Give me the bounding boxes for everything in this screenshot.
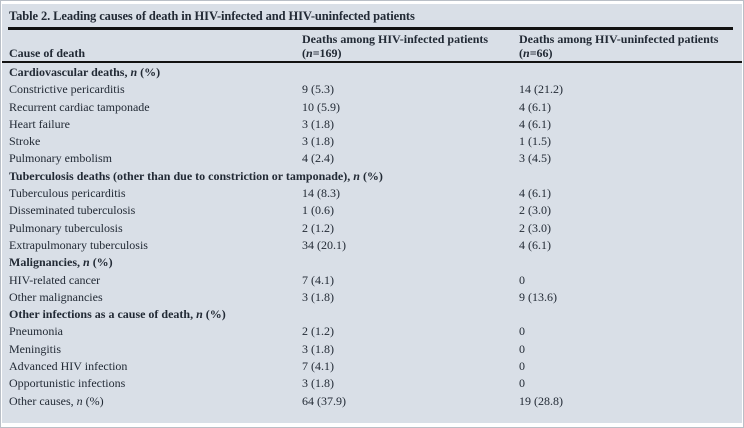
table-row: Other malignancies 3 (1.8) 9 (13.6) (2, 289, 742, 306)
value-hiv-infected: 7 (4.1) (302, 272, 334, 287)
value-hiv-infected: 34 (20.1) (302, 237, 346, 252)
table-title: Table 2. Leading causes of death in HIV-… (9, 9, 415, 23)
table-section-row: Tuberculosis deaths (other than due to c… (2, 168, 742, 185)
table-row: Heart failure 3 (1.8) 4 (6.1) (2, 116, 742, 133)
value-hiv-infected: 3 (1.8) (302, 116, 334, 131)
value-hiv-infected: 3 (1.8) (302, 289, 334, 304)
table-row: Advanced HIV infection 7 (4.1) 0 (2, 358, 742, 375)
row-label: Advanced HIV infection (9, 359, 128, 374)
row-label: Other infections as a cause of death, n … (9, 307, 226, 322)
table-row: Pulmonary tuberculosis 2 (1.2) 2 (3.0) (2, 220, 742, 237)
header-rule (2, 61, 742, 63)
row-label: Pneumonia (9, 324, 63, 339)
value-hiv-uninfected: 4 (6.1) (519, 186, 551, 201)
table-row: Pneumonia 2 (1.2) 0 (2, 323, 742, 340)
table-row: HIV-related cancer 7 (4.1) 0 (2, 272, 742, 289)
value-hiv-uninfected: 2 (3.0) (519, 220, 551, 235)
table-row: Tuberculous pericarditis 14 (8.3) 4 (6.1) (2, 185, 742, 202)
value-hiv-infected: 2 (1.2) (302, 324, 334, 339)
row-label: Extrapulmonary tuberculosis (9, 237, 148, 252)
column-header-cause-of-death: Cause of death (9, 46, 85, 60)
table-row: Pulmonary embolism 4 (2.4) 3 (4.5) (2, 150, 742, 167)
row-label: Other malignancies (9, 289, 103, 304)
value-hiv-uninfected: 14 (21.2) (519, 82, 563, 97)
table-row: Extrapulmonary tuberculosis 34 (20.1) 4 (6… (2, 237, 742, 254)
value-hiv-uninfected: 3 (4.5) (519, 151, 551, 166)
value-hiv-uninfected: 0 (519, 359, 525, 374)
value-hiv-infected: 1 (0.6) (302, 203, 334, 218)
row-label: Tuberculosis deaths (other than due to c… (9, 168, 383, 183)
row-label: Heart failure (9, 116, 70, 131)
row-label: Recurrent cardiac tamponade (9, 99, 150, 114)
value-hiv-uninfected: 0 (519, 324, 525, 339)
row-label: Pulmonary embolism (9, 151, 112, 166)
value-hiv-infected: 4 (2.4) (302, 151, 334, 166)
table-section-row: Cardiovascular deaths, n (%) (2, 64, 742, 81)
row-label: Tuberculous pericarditis (9, 186, 126, 201)
value-hiv-uninfected: 0 (519, 376, 525, 391)
column-header-n-count: (n=66) (519, 46, 553, 60)
row-label: Constrictive pericarditis (9, 82, 125, 97)
row-label: HIV-related cancer (9, 272, 101, 287)
value-hiv-infected: 3 (1.8) (302, 134, 334, 149)
value-hiv-infected: 14 (8.3) (302, 186, 340, 201)
value-hiv-uninfected: 4 (6.1) (519, 99, 551, 114)
value-hiv-infected: 64 (37.9) (302, 393, 346, 408)
row-label: Meningitis (9, 341, 62, 356)
value-hiv-infected: 2 (1.2) (302, 220, 334, 235)
value-hiv-uninfected: 19 (28.8) (519, 393, 563, 408)
value-hiv-uninfected: 4 (6.1) (519, 237, 551, 252)
value-hiv-infected: 10 (5.9) (302, 99, 340, 114)
table-row: Meningitis 3 (1.8) 0 (2, 341, 742, 358)
title-rule (8, 27, 733, 30)
row-label: Malignancies, n (%) (9, 255, 113, 270)
value-hiv-uninfected: 9 (13.6) (519, 289, 557, 304)
table-row: Recurrent cardiac tamponade 10 (5.9) 4 (6.… (2, 99, 742, 116)
column-header-line1: Deaths among HIV-infected patients (302, 32, 489, 46)
value-hiv-uninfected: 0 (519, 272, 525, 287)
value-hiv-uninfected: 1 (1.5) (519, 134, 551, 149)
row-label: Other causes, n (%) (9, 393, 104, 408)
value-hiv-infected: 3 (1.8) (302, 376, 334, 391)
column-header-hiv-uninfected: Deaths among HIV-uninfected patients (n=… (519, 32, 718, 60)
value-hiv-infected: 9 (5.3) (302, 82, 334, 97)
table-section-row: Malignancies, n (%) (2, 254, 742, 271)
table-panel: Table 2. Leading causes of death in HIV-… (2, 4, 742, 423)
value-hiv-uninfected: 0 (519, 341, 525, 356)
row-label: Cardiovascular deaths, n (%) (9, 65, 161, 79)
table-row: Constrictive pericarditis 9 (5.3) 14 (21.2… (2, 81, 742, 98)
row-label: Pulmonary tuberculosis (9, 220, 123, 235)
column-header-hiv-infected: Deaths among HIV-infected patients (n=16… (302, 32, 488, 60)
table-row: Opportunistic infections 3 (1.8) 0 (2, 375, 742, 392)
table-row: Disseminated tuberculosis 1 (0.6) 2 (3.0) (2, 202, 742, 219)
row-label: Opportunistic infections (9, 376, 126, 391)
row-label: Disseminated tuberculosis (9, 203, 136, 218)
value-hiv-uninfected: 4 (6.1) (519, 116, 551, 131)
table-row: Stroke 3 (1.8) 1 (1.5) (2, 133, 742, 150)
value-hiv-uninfected: 2 (3.0) (519, 203, 551, 218)
value-hiv-infected: 7 (4.1) (302, 359, 334, 374)
table-body: Cardiovascular deaths, n (%) Constrictive… (2, 64, 742, 410)
column-header-label: Cause of death (9, 46, 86, 60)
column-header-line1: Deaths among HIV-uninfected patients (519, 32, 719, 46)
row-label: Stroke (9, 134, 41, 149)
table-section-row: Other infections as a cause of death, n … (2, 306, 742, 323)
value-hiv-infected: 3 (1.8) (302, 341, 334, 356)
column-header-n-count: (n=169) (302, 46, 342, 60)
table-row: Other causes, n (%) 64 (37.9) 19 (28.8) (2, 393, 742, 410)
